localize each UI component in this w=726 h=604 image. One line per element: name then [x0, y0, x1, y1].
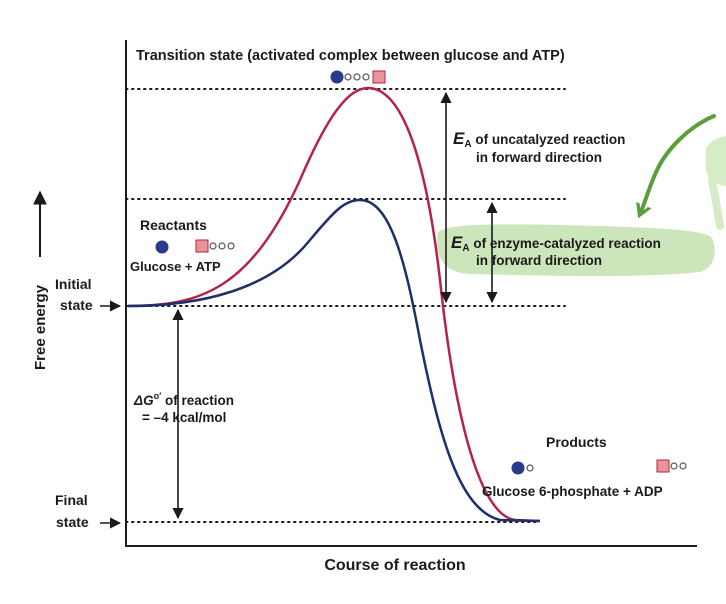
- ea-uncatalyzed-label-line2: in forward direction: [476, 150, 602, 165]
- atp-molecule-icon: [195, 239, 235, 253]
- highlight-band: [437, 224, 715, 276]
- transition-state-label: Transition state (activated complex betw…: [136, 48, 565, 64]
- ea-catalyzed-label: EA of enzyme-catalyzed reaction: [451, 233, 661, 254]
- ea-catalyzed-label-line2: in forward direction: [476, 253, 602, 268]
- uncatalyzed-curve: [127, 86, 541, 523]
- final-state-label: Final: [55, 492, 88, 508]
- reactants-title: Reactants: [140, 217, 207, 233]
- products-name: Glucose 6-phosphate + ADP: [482, 484, 663, 499]
- ea-uncatalyzed-label: EA of uncatalyzed reaction: [453, 129, 625, 150]
- x-axis-label: Course of reaction: [324, 557, 465, 574]
- activated-complex-icon: [330, 70, 386, 84]
- highlight-band-right: [706, 136, 726, 186]
- annotation-arrow: [640, 114, 716, 214]
- initial-state-label: Initial: [55, 276, 92, 292]
- catalyzed-curve: [127, 198, 541, 523]
- initial-state-label-line2: state: [60, 297, 93, 313]
- annotation-highlight: [708, 176, 724, 230]
- reactants-name: Glucose + ATP: [130, 259, 221, 274]
- glucose-6-phosphate-icon: [511, 461, 534, 475]
- glucose-molecule-icon: [155, 240, 169, 254]
- products-title: Products: [546, 434, 607, 450]
- y-axis-label: Free energy: [32, 284, 49, 370]
- final-state-label-line2: state: [56, 514, 89, 530]
- adp-molecule-icon: [656, 459, 687, 473]
- delta-g-value: = –4 kcal/mol: [142, 410, 226, 425]
- delta-g-label: ΔGo′ of reaction: [133, 391, 234, 408]
